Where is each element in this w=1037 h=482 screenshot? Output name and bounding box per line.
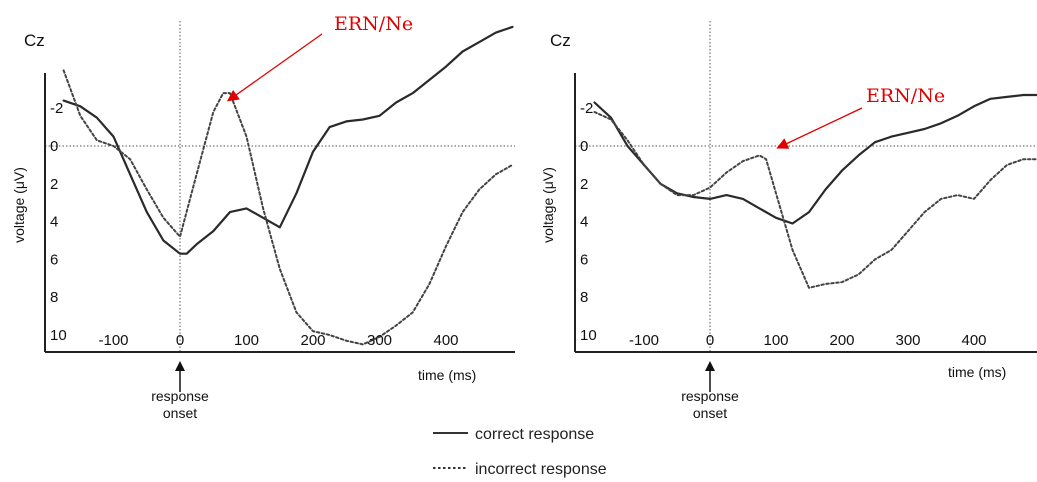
right-y-tick-label: 2 [580, 176, 588, 193]
left-y-tick-label: 10 [50, 327, 67, 344]
right-ern-arrow [776, 107, 863, 149]
right-x-tick-label: 200 [829, 332, 854, 349]
left-ern-arrow [226, 33, 323, 102]
left-axes [44, 73, 515, 353]
left-ern-annotation: ERN/Ne [334, 13, 413, 35]
right-erp-panel: -2 0 2 4 6 8 10 -100 0 100 200 300 400 Cz voltage (μ… [540, 21, 1037, 421]
left-y-tick-label: 4 [50, 214, 58, 231]
left-x-tick-label: 0 [176, 332, 184, 349]
left-series [62, 25, 514, 346]
left-correct-response-line [62, 25, 514, 255]
right-x-axis-label: time (ms) [948, 364, 1006, 380]
legend: correct response incorrect response [433, 426, 607, 478]
left-tick-labels: -2 0 2 4 6 8 10 -100 0 100 200 300 400 [50, 100, 459, 349]
right-series [593, 93, 1037, 289]
left-x-tick-label: 100 [234, 332, 259, 349]
right-incorrect-response-line [593, 111, 1037, 289]
right-x-tick-label: 300 [895, 332, 920, 349]
left-y-tick-label: 6 [50, 251, 58, 268]
right-channel-label: Cz [550, 31, 571, 50]
left-response-onset-marker: response onset [151, 361, 209, 421]
left-y-tick-label: 2 [50, 176, 58, 193]
left-x-tick-label: 400 [433, 332, 458, 349]
left-x-tick-label: 200 [300, 332, 325, 349]
left-x-axis-label: time (ms) [418, 367, 476, 383]
right-y-tick-label: 6 [580, 251, 588, 268]
left-y-tick-label: -2 [50, 100, 63, 117]
right-x-tick-label: -100 [629, 332, 659, 349]
right-y-tick-label: -2 [580, 100, 593, 117]
left-reference-lines [45, 21, 515, 352]
left-onset-label-line1: response [151, 388, 209, 404]
left-onset-label-line2: onset [163, 405, 197, 421]
left-y-axis-label: voltage (μV) [11, 167, 27, 243]
right-tick-labels: -2 0 2 4 6 8 10 -100 0 100 200 300 400 [580, 100, 987, 349]
legend-incorrect-label: incorrect response [475, 461, 607, 478]
right-onset-label-line1: response [681, 388, 739, 404]
right-y-tick-label: 10 [580, 327, 597, 344]
right-y-tick-label: 4 [580, 214, 588, 231]
left-y-tick-label: 8 [50, 289, 58, 306]
left-channel-label: Cz [24, 31, 45, 50]
right-onset-label-line2: onset [693, 405, 727, 421]
left-x-tick-label: 300 [367, 332, 392, 349]
right-correct-response-line [593, 93, 1037, 225]
right-y-tick-label: 8 [580, 289, 588, 306]
right-y-axis-label: voltage (μV) [540, 167, 556, 243]
right-axes [574, 73, 1037, 353]
right-ern-annotation: ERN/Ne [866, 85, 945, 107]
right-response-onset-marker: response onset [681, 361, 739, 421]
right-x-tick-label: 400 [961, 332, 986, 349]
right-y-tick-label: 0 [580, 138, 588, 155]
legend-correct-label: correct response [475, 426, 594, 443]
left-incorrect-response-line [62, 69, 514, 346]
right-x-tick-label: 0 [706, 332, 714, 349]
right-reference-lines [575, 21, 1037, 352]
left-y-tick-label: 0 [50, 138, 58, 155]
left-erp-panel: -2 0 2 4 6 8 10 -100 0 100 200 300 400 Cz voltage (μ… [11, 13, 515, 421]
right-x-tick-label: 100 [763, 332, 788, 349]
left-x-tick-label: -100 [98, 332, 128, 349]
